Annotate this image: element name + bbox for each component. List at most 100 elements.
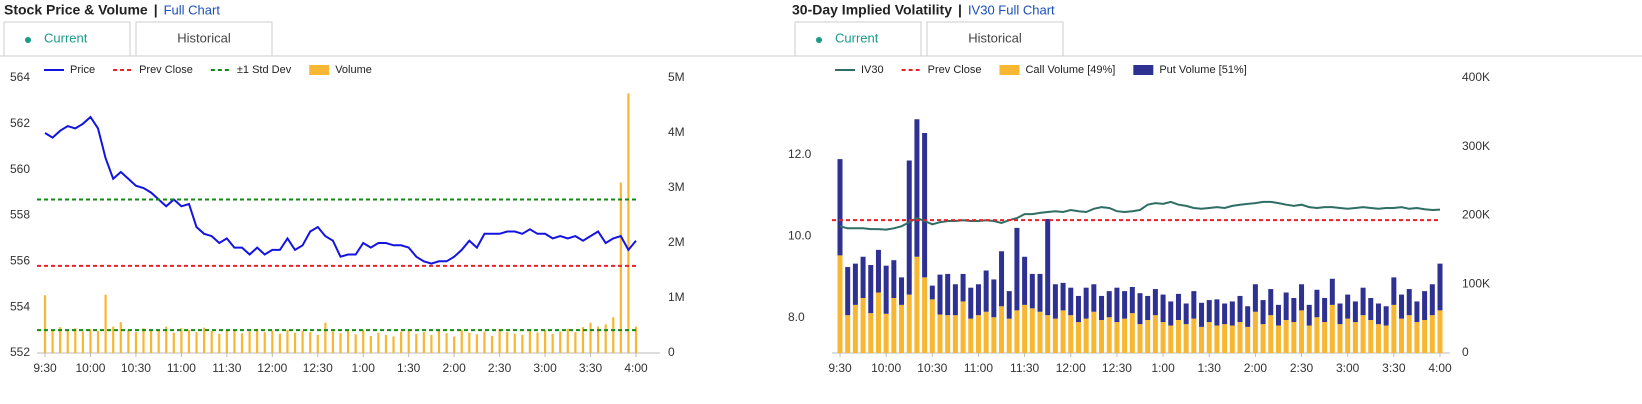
- bar: [1422, 291, 1428, 320]
- bar: [1206, 300, 1212, 323]
- bar: [187, 329, 191, 353]
- bar: [1114, 287, 1120, 323]
- bar: [445, 333, 448, 353]
- bar: [975, 284, 981, 316]
- bar: [1299, 310, 1305, 353]
- bar: [1399, 294, 1405, 319]
- bar: [1075, 295, 1081, 323]
- bar: [460, 329, 463, 353]
- full-chart-link[interactable]: Full Chart: [164, 2, 221, 17]
- x-tick-label: 12:00: [257, 361, 287, 375]
- x-tick-label: 10:30: [121, 361, 151, 375]
- bar: [528, 331, 532, 353]
- bar: [362, 329, 365, 353]
- bar: [914, 119, 920, 257]
- bar: [837, 159, 843, 256]
- line: [44, 115, 637, 265]
- bar: [1114, 322, 1120, 353]
- bar: [490, 335, 494, 353]
- bar: [1322, 298, 1328, 323]
- bar: [566, 328, 569, 353]
- bar: [1314, 289, 1320, 318]
- legend-label: IV30: [861, 64, 884, 76]
- bar: [1237, 322, 1243, 353]
- tab[interactable]: [3, 21, 131, 57]
- bar: [1129, 287, 1135, 314]
- bar: [983, 311, 989, 353]
- bar: [1106, 317, 1112, 353]
- bar: [1091, 284, 1097, 312]
- bar: [1229, 301, 1235, 326]
- bar: [551, 333, 554, 353]
- y2-tick-label: 300K: [1462, 139, 1490, 153]
- bar: [852, 304, 858, 353]
- bar: [1260, 300, 1266, 325]
- bar: [1137, 324, 1143, 353]
- bar: [1391, 304, 1397, 353]
- y2-tick-label: 4M: [668, 125, 685, 139]
- bar: [868, 313, 874, 353]
- bar: [1306, 325, 1312, 353]
- bar: [1391, 277, 1397, 305]
- bar: [899, 277, 905, 305]
- bar: [1283, 292, 1289, 320]
- tab-label[interactable]: Current: [835, 30, 879, 45]
- bar: [392, 336, 395, 353]
- separator: |: [958, 2, 962, 18]
- bar: [868, 265, 874, 314]
- bar: [952, 284, 958, 316]
- bar: [339, 333, 342, 353]
- tab-label[interactable]: Current: [44, 30, 88, 45]
- x-tick-label: 9:30: [33, 361, 57, 375]
- bar: [1014, 227, 1020, 311]
- bar: [634, 326, 638, 353]
- bar: [952, 315, 958, 353]
- tab[interactable]: [135, 21, 273, 57]
- bar: [1129, 313, 1135, 353]
- bar: [142, 328, 145, 353]
- tab-label[interactable]: Historical: [177, 30, 231, 45]
- bar: [513, 333, 516, 353]
- bar: [483, 331, 486, 353]
- x-tick-label: 12:30: [1102, 361, 1132, 375]
- bar: [860, 298, 866, 353]
- tab-label[interactable]: Historical: [968, 30, 1022, 45]
- tab[interactable]: [926, 21, 1064, 57]
- bar: [1399, 318, 1405, 353]
- bar: [1191, 318, 1197, 353]
- bar: [1383, 306, 1389, 326]
- bar: [999, 251, 1005, 307]
- x-tick-label: 12:30: [303, 361, 333, 375]
- bar: [627, 93, 630, 354]
- bar: [407, 329, 410, 353]
- x-tick-label: 2:30: [1290, 361, 1314, 375]
- y-tick-label: 558: [10, 208, 30, 222]
- full-chart-link[interactable]: IV30 Full Chart: [968, 2, 1055, 17]
- bar: [991, 279, 997, 318]
- bar: [883, 265, 889, 314]
- bar: [1360, 315, 1366, 353]
- tab-dot: [816, 37, 822, 43]
- legend-label: Price: [70, 64, 95, 76]
- bar: [1437, 263, 1443, 311]
- bar: [195, 332, 198, 353]
- bar: [1406, 289, 1412, 316]
- bar: [1145, 320, 1151, 353]
- bar: [1406, 315, 1412, 353]
- bar: [975, 315, 981, 353]
- bar: [172, 332, 175, 353]
- y2-tick-label: 400K: [1462, 70, 1490, 84]
- bar: [1229, 325, 1235, 353]
- bar: [293, 332, 297, 353]
- bar: [1175, 293, 1181, 320]
- bar: [589, 322, 592, 353]
- y-tick-label: 8.0: [788, 310, 805, 324]
- bar: [1245, 326, 1251, 353]
- x-tick-label: 3:30: [579, 361, 603, 375]
- bar: [119, 322, 122, 353]
- bar: [301, 331, 304, 353]
- bar: [1375, 303, 1381, 325]
- y-tick-label: 552: [10, 345, 30, 359]
- tab[interactable]: [794, 21, 922, 57]
- bar: [960, 301, 966, 353]
